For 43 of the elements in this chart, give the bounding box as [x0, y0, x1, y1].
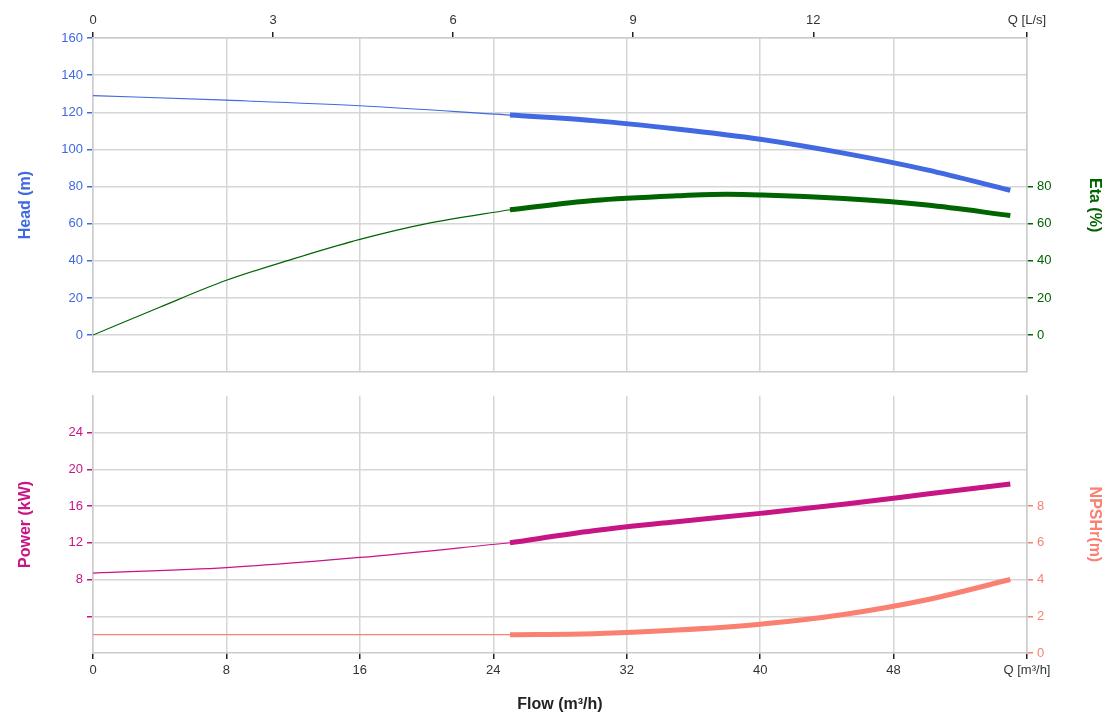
y2-tick-label: 0 — [1037, 326, 1045, 342]
y-axis-title: Power (kW) — [16, 480, 34, 568]
y2-tick-label: 2 — [1037, 607, 1045, 623]
y-tick-label: 120 — [61, 103, 83, 119]
x-tick-label: 40 — [752, 662, 768, 678]
y-tick-label: 0 — [75, 326, 83, 342]
y2-tick-label: 8 — [1037, 497, 1045, 513]
y2-tick-label: 0 — [1037, 644, 1045, 660]
y2-tick-label: 80 — [1037, 178, 1052, 194]
y2-tick-label: 20 — [1037, 289, 1052, 305]
x2-tick-label: 12 — [806, 11, 821, 27]
x-tick-label: Q [m³/h] — [1003, 662, 1051, 678]
y-tick-label: 100 — [61, 140, 83, 156]
y2-axis-title: NPSHr(m) — [1086, 486, 1104, 563]
y-tick-label: 24 — [68, 424, 83, 440]
x2-tick-label: 6 — [449, 11, 457, 27]
x2-tick-label: 3 — [269, 11, 277, 27]
y-tick-label: 8 — [75, 571, 83, 587]
y-tick-label: 40 — [68, 252, 83, 268]
x2-tick-label: Q [L/s] — [1007, 11, 1047, 27]
x-tick-label: 48 — [886, 662, 901, 678]
x2-tick-label: 9 — [629, 11, 637, 27]
y-axis-title: Head (m) — [16, 170, 34, 240]
x-tick-label: 24 — [486, 662, 501, 678]
y2-tick-label: 4 — [1037, 571, 1045, 587]
x-tick-label: 8 — [222, 662, 231, 678]
y-tick-label: 140 — [61, 66, 83, 82]
x2-tick-label: 0 — [89, 11, 97, 27]
y-tick-label: 20 — [68, 289, 83, 305]
y-tick-label: 12 — [68, 534, 83, 550]
x-tick-label: 0 — [89, 662, 97, 678]
y2-tick-label: 6 — [1037, 534, 1045, 550]
y-tick-label: 16 — [68, 497, 83, 513]
y-tick-label: 160 — [61, 29, 83, 45]
y-tick-label: 60 — [68, 215, 83, 231]
y-tick-label: 20 — [68, 460, 83, 476]
y-tick-label: 80 — [68, 178, 83, 194]
x-tick-label: 16 — [352, 662, 368, 678]
x-axis-title: Flow (m³/h) — [517, 694, 603, 712]
y2-axis-title: Eta (%) — [1086, 177, 1104, 233]
y2-tick-label: 40 — [1037, 252, 1052, 268]
x-tick-label: 32 — [619, 662, 634, 678]
y2-tick-label: 60 — [1037, 215, 1052, 231]
